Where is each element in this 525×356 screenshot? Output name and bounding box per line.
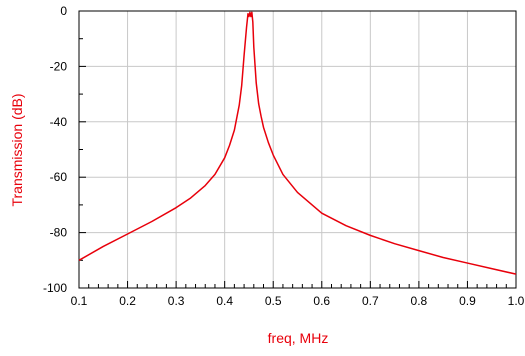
x-tick-label: 1.0	[508, 294, 525, 308]
x-tick-label: 0.8	[411, 294, 428, 308]
x-tick-label: 0.9	[459, 294, 476, 308]
y-tick-label: -80	[50, 226, 68, 240]
x-tick-label: 0.5	[265, 294, 282, 308]
x-tick-label: 0.7	[362, 294, 379, 308]
y-tick-label: -100	[43, 281, 67, 295]
x-tick-label: 0.1	[71, 294, 88, 308]
y-tick-label: -60	[50, 170, 68, 184]
y-tick-label: 0	[60, 4, 67, 18]
x-tick-label: 0.6	[313, 294, 330, 308]
transmission-series-line	[78, 11, 517, 275]
y-tick-label: -20	[50, 59, 68, 73]
x-tick-label: 0.4	[216, 294, 233, 308]
ticks: 0.1 0.2 0.3 0.4 0.5 0.6 0.7 0.8 0.9 1.0 -100 -80 -60…	[43, 4, 525, 308]
axes	[78, 10, 517, 289]
x-tick-label: 0.3	[168, 294, 185, 308]
plot-frame	[78, 10, 517, 289]
grid	[79, 11, 516, 288]
y-tick-label: -40	[50, 115, 68, 129]
series-layer	[78, 11, 517, 275]
y-axis-label: Transmission (dB)	[9, 93, 25, 206]
x-axis-label: freq, MHz	[268, 330, 329, 346]
x-tick-label: 0.2	[119, 294, 136, 308]
